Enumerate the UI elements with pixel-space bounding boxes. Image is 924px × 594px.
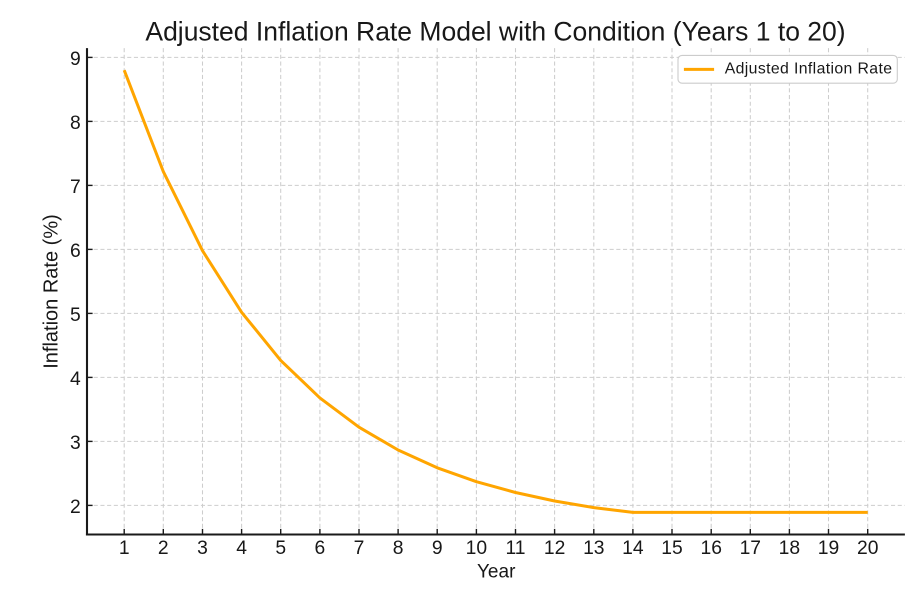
svg-text:2: 2 xyxy=(158,538,169,559)
svg-text:4: 4 xyxy=(236,538,247,559)
svg-text:17: 17 xyxy=(740,538,761,559)
svg-text:6: 6 xyxy=(70,241,81,262)
svg-text:7: 7 xyxy=(354,538,365,559)
svg-text:8: 8 xyxy=(393,538,404,559)
svg-text:9: 9 xyxy=(432,538,443,559)
svg-text:1: 1 xyxy=(119,538,130,559)
svg-text:11: 11 xyxy=(505,538,525,559)
svg-text:6: 6 xyxy=(315,538,326,559)
svg-text:5: 5 xyxy=(70,305,81,326)
svg-text:16: 16 xyxy=(700,538,721,559)
svg-text:12: 12 xyxy=(544,538,565,559)
svg-text:2: 2 xyxy=(70,497,81,518)
svg-text:18: 18 xyxy=(779,538,800,559)
svg-text:10: 10 xyxy=(466,538,487,559)
svg-text:5: 5 xyxy=(275,538,286,559)
svg-text:3: 3 xyxy=(197,538,208,559)
svg-text:8: 8 xyxy=(70,113,81,134)
svg-text:4: 4 xyxy=(70,369,81,390)
svg-text:Year: Year xyxy=(477,561,516,582)
svg-text:7: 7 xyxy=(70,177,81,198)
svg-text:20: 20 xyxy=(857,538,878,559)
svg-text:19: 19 xyxy=(818,538,839,559)
svg-text:15: 15 xyxy=(661,538,682,559)
svg-text:3: 3 xyxy=(70,433,81,454)
svg-text:14: 14 xyxy=(622,538,644,559)
svg-text:Adjusted Inflation Rate Model: Adjusted Inflation Rate Model with Condi… xyxy=(145,17,845,47)
svg-text:Inflation Rate (%): Inflation Rate (%) xyxy=(41,214,63,369)
svg-text:Adjusted Inflation Rate: Adjusted Inflation Rate xyxy=(725,61,893,78)
svg-text:13: 13 xyxy=(583,538,604,559)
svg-text:9: 9 xyxy=(70,49,81,70)
